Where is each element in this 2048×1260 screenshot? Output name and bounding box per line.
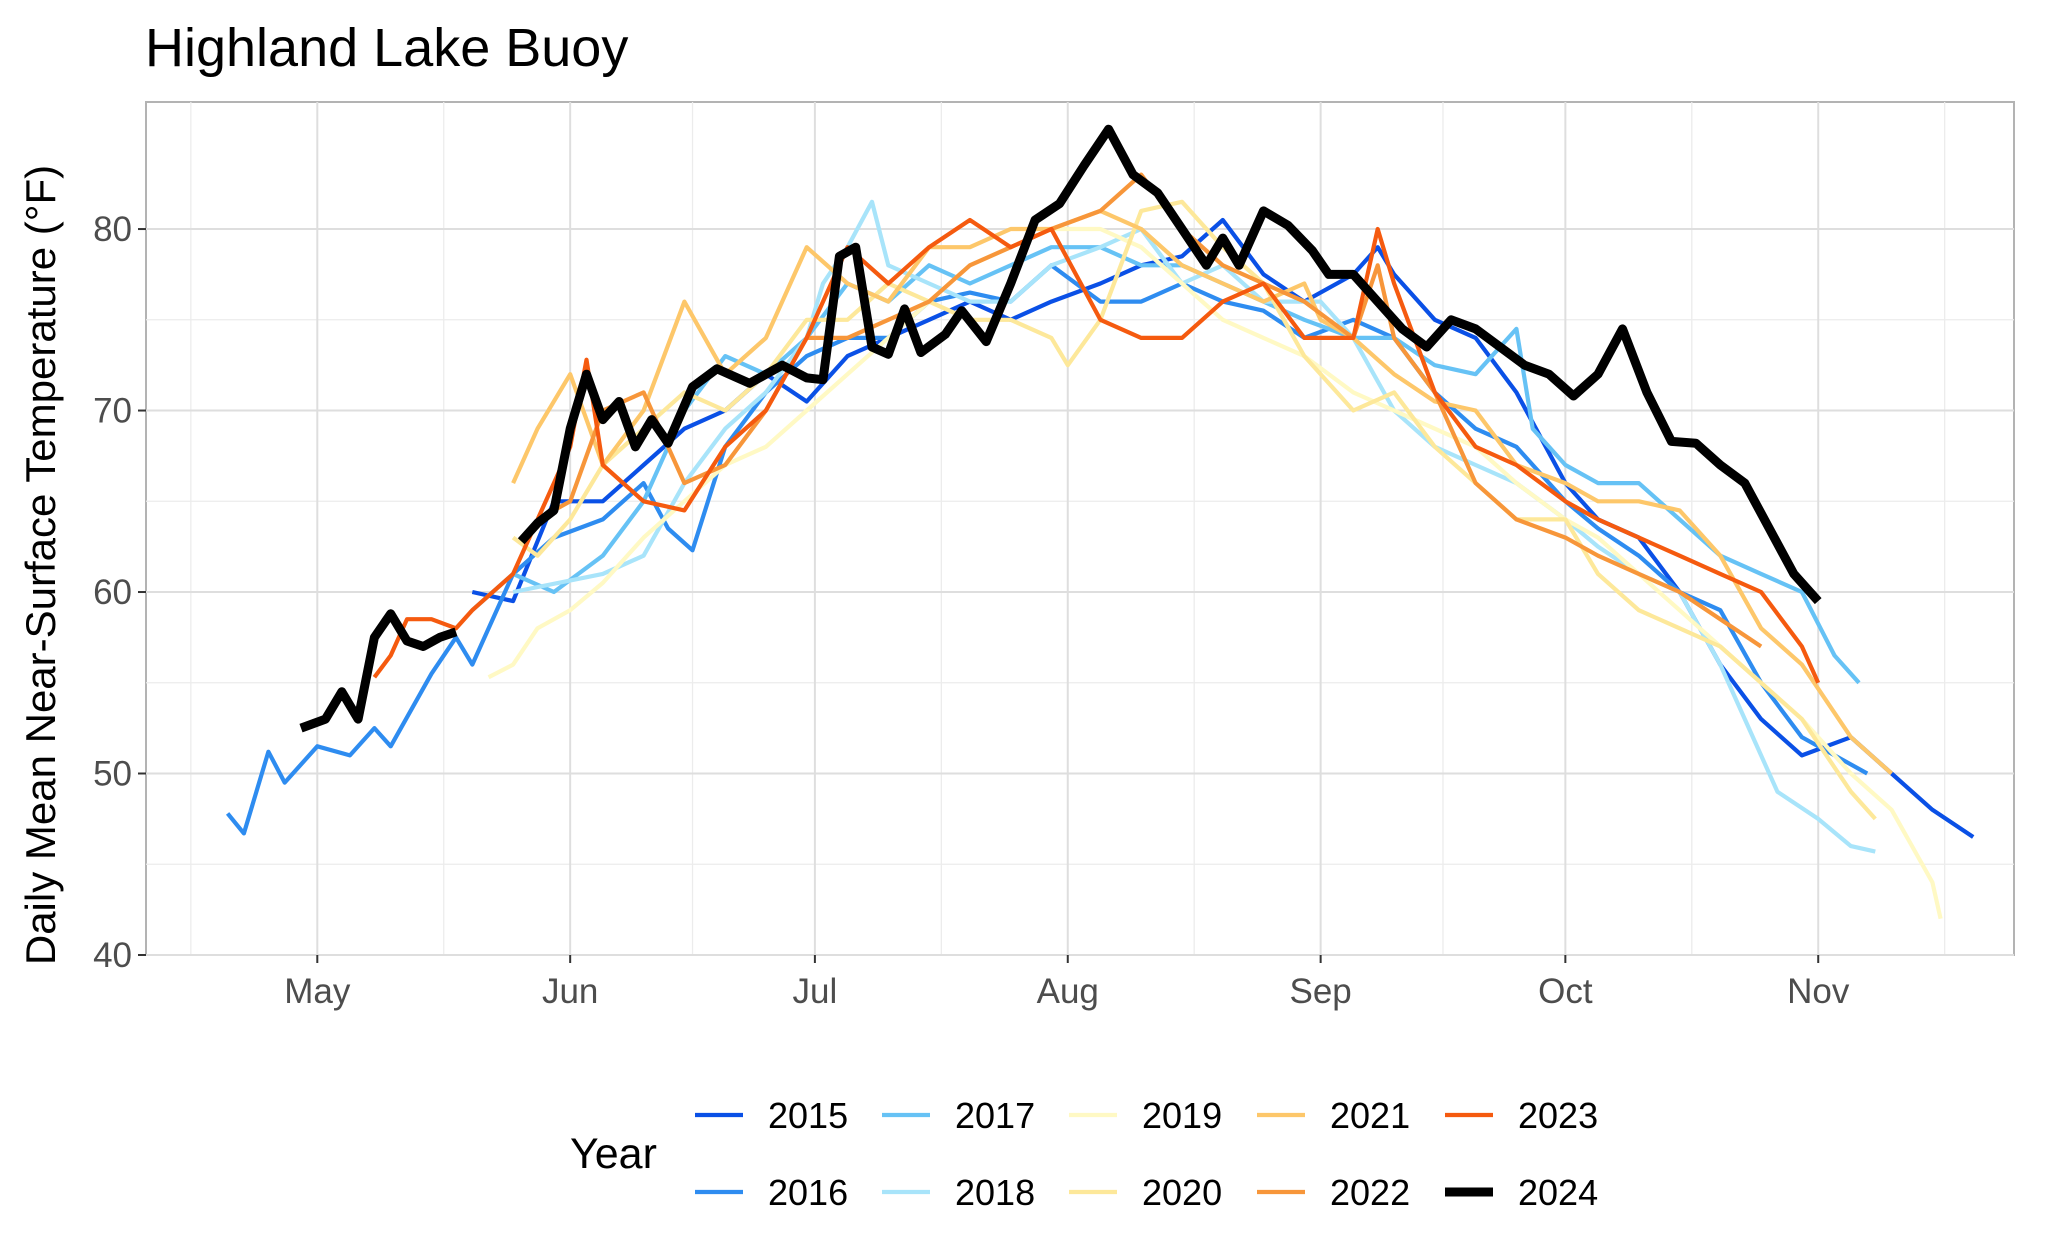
y-axis-label: Daily Mean Near-Surface Temperature (°F) [17,165,64,965]
legend-label-2022: 2022 [1330,1172,1410,1213]
legend-label-2024: 2024 [1518,1172,1598,1213]
legend-label-2020: 2020 [1142,1172,1222,1213]
series-lines [225,124,1975,920]
axes: 40 50 60 70 80 May Jun Jul Aug Sep Oct Nov [93,210,1850,1011]
major-gridlines [146,102,2014,956]
y-tick-label: 40 [93,936,132,975]
chart-title: Highland Lake Buoy [145,18,628,78]
series-line-2016 [225,263,1869,836]
y-tick-label: 60 [93,573,132,612]
y-tick-label: 80 [93,210,132,249]
legend: Year 2015 2016 2017 2018 2019 2020 2021 2022 202… [570,1095,1598,1213]
series-line-2019 [487,226,1943,920]
legend-label-2023: 2023 [1518,1095,1598,1136]
x-tick-label: Sep [1289,972,1351,1011]
x-tick-label: Jul [793,972,838,1011]
legend-label-2016: 2016 [768,1172,848,1213]
legend-label-2018: 2018 [955,1172,1035,1213]
y-tick-label: 50 [93,755,132,794]
x-tick-label: May [284,972,351,1011]
x-tick-label: Nov [1787,972,1850,1011]
plot-panel [145,101,2015,956]
legend-label-2019: 2019 [1142,1095,1222,1136]
x-tick-label: Oct [1538,972,1593,1011]
x-tick-label: Aug [1037,972,1099,1011]
legend-label-2015: 2015 [768,1095,848,1136]
legend-label-2017: 2017 [955,1095,1035,1136]
series-line-2024 [299,124,1822,733]
legend-label-2021: 2021 [1330,1095,1410,1136]
x-tick-label: Jun [542,972,598,1011]
y-tick-label: 70 [93,392,132,431]
series-line-2020 [511,199,1877,821]
series-line-2021 [511,208,1893,776]
legend-title: Year [570,1130,657,1178]
